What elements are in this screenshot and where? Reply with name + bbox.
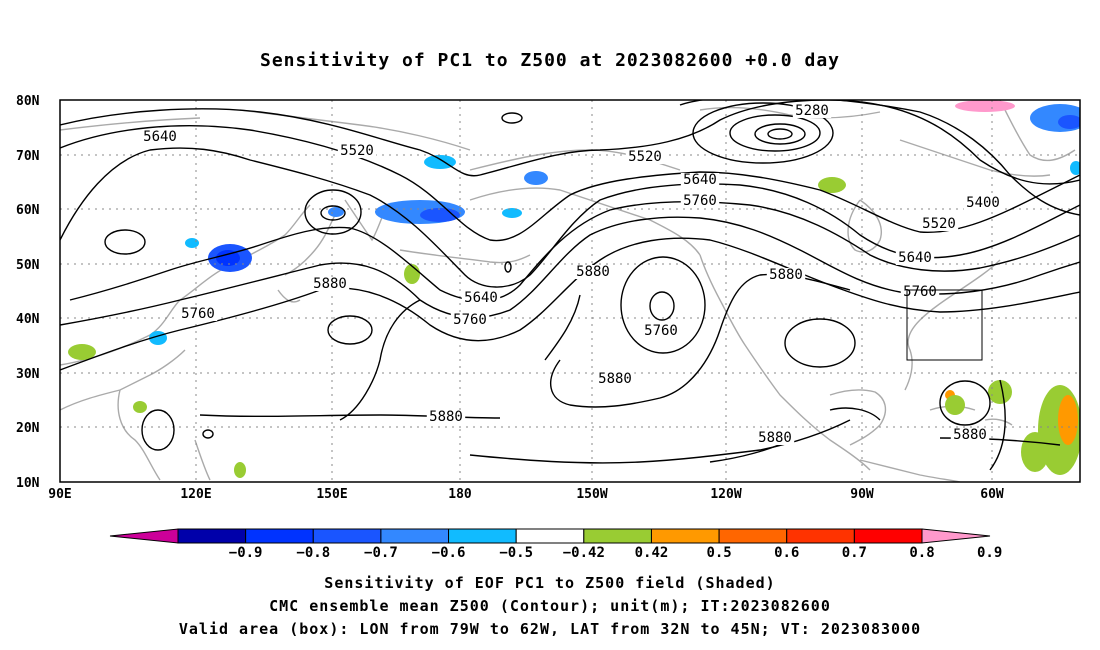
lat-label: 80N: [16, 94, 40, 109]
contour-label: 5760: [453, 312, 487, 328]
colorbar-tick-label: −0.8: [296, 545, 330, 561]
colorbar-box: [245, 528, 314, 544]
contour-label: 5880: [953, 427, 987, 443]
caption-line-2: CMC ensemble mean Z500 (Contour); unit(m…: [269, 597, 831, 615]
colorbar-box: [312, 528, 382, 544]
contour-label-bg: [919, 217, 959, 231]
colorbar-box: [718, 528, 788, 544]
contour-label: 5880: [769, 267, 803, 283]
contour-label-bg: [900, 285, 940, 299]
contour-label-bg: [310, 277, 350, 291]
map-frame: [59, 99, 1081, 483]
lat-label: 20N: [16, 421, 40, 436]
colorbar-labels: −0.9 −0.8 −0.7 −0.6 −0.5 −0.42 0.42 0.5 0.6 0.7 0.…: [229, 545, 1003, 561]
colorbar-tick-label: −0.42: [563, 545, 605, 561]
contour-label: 5760: [683, 193, 717, 209]
colorbar-tick-label: −0.6: [432, 545, 466, 561]
contour-label: 5400: [966, 195, 1000, 211]
colorbar-box: [583, 528, 652, 544]
lat-label: 30N: [16, 367, 40, 382]
contour-label: 5640: [898, 250, 932, 266]
colorbar-tick-label: 0.8: [909, 545, 934, 561]
contour-label: 5280: [795, 103, 829, 119]
contour-label-bg: [573, 265, 613, 279]
colorbar-box: [853, 528, 923, 544]
contour-labels: 5280 5400 5520 5520 5520 5640 5640 5640 5640 5760…: [140, 103, 1003, 446]
contour-label-bg: [426, 410, 466, 424]
contour-label: 5640: [683, 172, 717, 188]
contour-label-bg: [625, 150, 665, 164]
colorbar-box: [448, 528, 517, 544]
contour-label: 5760: [181, 306, 215, 322]
colorbar-tick-label: 0.7: [842, 545, 867, 561]
colorbar-box: [515, 528, 585, 544]
colorbar-tick-label: 0.42: [635, 545, 669, 561]
contour-label: 5880: [313, 276, 347, 292]
contour-label-bg: [895, 251, 935, 265]
colorbar-tick-label: 0.6: [774, 545, 799, 561]
contour-label-bg: [450, 313, 490, 327]
contour-label-bg: [963, 196, 1003, 210]
contour-label: 5640: [464, 290, 498, 306]
lat-label: 10N: [16, 476, 40, 491]
caption-line-3: Valid area (box): LON from 79W to 62W, L…: [178, 620, 922, 638]
contour-label: 5640: [143, 129, 177, 145]
contour-label: 5760: [903, 284, 937, 300]
contour-label-bg: [641, 324, 681, 338]
lon-label: 120W: [710, 487, 741, 502]
lat-label: 70N: [16, 149, 40, 164]
lon-label: 150E: [316, 487, 347, 502]
lon-label: 90W: [850, 487, 874, 502]
contour-label-bg: [178, 307, 218, 321]
contour-label-bg: [755, 431, 795, 445]
colorbar-box: [786, 528, 855, 544]
lon-label: 90E: [48, 487, 71, 502]
chart-title: Sensitivity of PC1 to Z500 at 2023082600…: [259, 50, 840, 71]
contour-label-bg: [595, 372, 635, 386]
colorbar-box: [650, 528, 720, 544]
contour-label-bg: [680, 194, 720, 208]
lon-label: 180: [448, 487, 472, 502]
colorbar-low-triangle: [109, 528, 179, 544]
z500-contours: [60, 100, 1080, 471]
valid-area-box: [906, 289, 983, 361]
contour-label: 5760: [644, 323, 678, 339]
lon-label: 150W: [576, 487, 607, 502]
contour-label: 5880: [576, 264, 610, 280]
colorbar-box: [380, 528, 450, 544]
colorbar-tick-label: −0.7: [364, 545, 398, 561]
colorbar-tick-label: 0.5: [706, 545, 731, 561]
colorbar-tick-label: −0.5: [499, 545, 533, 561]
contour-label: 5880: [429, 409, 463, 425]
lon-tick-labels: 90E 120E 150E 180 150W 120W 90W 60W: [48, 487, 1004, 502]
contour-label: 5880: [758, 430, 792, 446]
lat-label: 50N: [16, 258, 40, 273]
contour-label-bg: [337, 144, 377, 158]
lon-label: 60W: [980, 487, 1004, 502]
lat-label: 60N: [16, 203, 40, 218]
contour-label-bg: [950, 428, 990, 442]
contour-label-bg: [792, 104, 832, 118]
contour-label: 5880: [598, 371, 632, 387]
colorbar-tick-label: 0.9: [977, 545, 1002, 561]
contour-label-bg: [680, 173, 720, 187]
colorbar-tick-label: −0.9: [229, 545, 263, 561]
colorbar-box: [177, 528, 247, 544]
lat-tick-labels: 80N 70N 60N 50N 40N 30N 20N 10N: [16, 94, 40, 491]
lat-label: 40N: [16, 312, 40, 327]
contour-label: 5520: [628, 149, 662, 165]
colorbar: [109, 528, 991, 544]
contour-label: 5520: [922, 216, 956, 232]
contour-label-bg: [766, 268, 806, 282]
colorbar-high-triangle: [921, 528, 991, 544]
contour-label: 5520: [340, 143, 374, 159]
caption-line-1: Sensitivity of EOF PC1 to Z500 field (Sh…: [324, 574, 776, 592]
contour-label-bg: [461, 291, 501, 305]
lon-label: 120E: [180, 487, 211, 502]
contour-label-bg: [140, 130, 180, 144]
